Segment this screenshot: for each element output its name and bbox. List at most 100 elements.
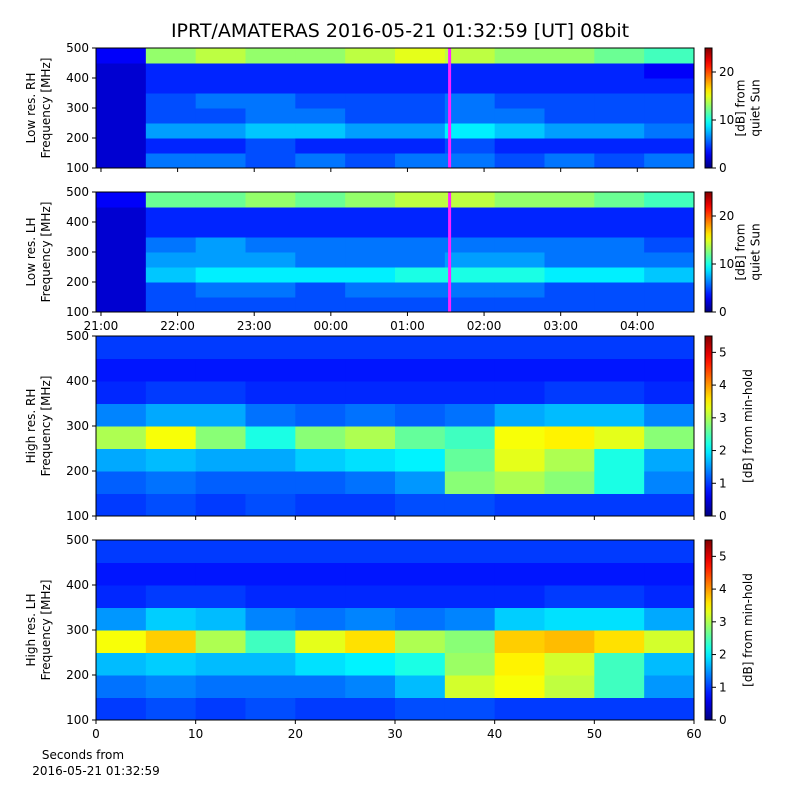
heat-cell — [345, 540, 396, 563]
heat-cell — [444, 207, 496, 223]
heat-cell — [444, 252, 496, 268]
heat-cell — [494, 123, 545, 139]
heat-cell — [544, 562, 595, 586]
colorbar-tick-label: 2 — [719, 648, 727, 662]
heat-cell — [195, 630, 246, 653]
heat-cell — [245, 675, 296, 698]
y-tick-label: 200 — [66, 131, 89, 145]
colorbar-tick-label: 1 — [719, 680, 727, 694]
heat-cell — [395, 207, 446, 223]
heat-cell — [345, 426, 396, 449]
heat-cell — [96, 562, 147, 586]
heat-cell — [245, 48, 296, 64]
heat-cell — [544, 381, 595, 404]
heat-cell — [96, 153, 147, 169]
heat-cell — [594, 381, 645, 404]
colorbar-label: quiet Sun — [749, 223, 763, 280]
heat-cell — [96, 207, 147, 223]
heat-cell — [245, 153, 296, 169]
heat-cell — [395, 426, 446, 449]
colorbar-tick-label: 3 — [719, 411, 727, 425]
heat-cell — [644, 336, 695, 359]
y-tick-label: 400 — [66, 374, 89, 388]
heat-cell — [594, 297, 645, 313]
heat-cell — [444, 381, 496, 404]
x-tick-label: 20 — [288, 727, 303, 741]
heat-cell — [245, 562, 296, 586]
heat-cell — [195, 675, 246, 698]
heat-cell — [594, 585, 645, 608]
heat-cell — [145, 448, 197, 472]
heat-cell — [644, 63, 695, 79]
heat-cell — [544, 252, 595, 268]
heat-cell — [96, 540, 147, 563]
heat-cell — [594, 697, 645, 721]
heat-cell — [145, 282, 197, 298]
colorbar — [704, 47, 713, 169]
heat-cell — [644, 426, 695, 449]
heat-cell — [544, 336, 595, 359]
heat-cell — [594, 448, 645, 472]
heat-cell — [96, 93, 147, 109]
y-axis-label: High res. RH — [24, 389, 38, 464]
heat-cell — [444, 540, 496, 563]
heat-cell — [245, 297, 296, 313]
heat-cell — [195, 540, 246, 563]
heat-cell — [594, 358, 645, 382]
heat-cell — [345, 108, 396, 124]
heat-cell — [195, 652, 246, 676]
x-tick-label: 04:00 — [620, 319, 655, 333]
heat-cell — [245, 252, 296, 268]
heat-cell — [644, 252, 695, 268]
heat-cell — [494, 607, 545, 631]
heat-cell — [195, 267, 246, 283]
heat-cell — [395, 697, 446, 721]
y-tick-label: 500 — [66, 41, 89, 55]
colorbar-tick-label: 10 — [719, 257, 734, 271]
heat-cell — [295, 540, 346, 563]
heat-cell — [544, 63, 595, 79]
heat-cell — [494, 93, 545, 109]
heat-cell — [594, 426, 645, 449]
heat-cell — [544, 358, 595, 382]
heat-cell — [245, 282, 296, 298]
heat-cell — [444, 675, 496, 698]
heat-cell — [96, 297, 147, 313]
heat-cell — [544, 448, 595, 472]
heat-cell — [245, 426, 296, 449]
heat-cell — [544, 222, 595, 238]
heat-cell — [494, 267, 545, 283]
heat-cell — [544, 403, 595, 427]
heat-cell — [195, 153, 246, 169]
heat-cell — [644, 297, 695, 313]
heat-cell — [544, 607, 595, 631]
heat-cell — [644, 222, 695, 238]
heat-cell — [295, 630, 346, 653]
heat-cell — [395, 540, 446, 563]
heat-cell — [145, 471, 197, 494]
heat-cell — [494, 426, 545, 449]
heat-cell — [245, 493, 296, 517]
heat-cell — [395, 48, 446, 64]
heat-cell — [295, 252, 346, 268]
heat-cell — [494, 297, 545, 313]
heat-cell — [195, 222, 246, 238]
heat-cell — [494, 153, 545, 169]
heat-cell — [345, 358, 396, 382]
heat-cell — [345, 403, 396, 427]
heat-cell — [644, 192, 695, 208]
x-tick-label: 0 — [92, 727, 100, 741]
heat-cell — [295, 78, 346, 94]
heat-cell — [494, 138, 545, 154]
heat-cell — [494, 48, 545, 64]
heat-cell — [345, 138, 396, 154]
colorbar-tick-label: 0 — [719, 161, 727, 175]
heat-cell — [295, 93, 346, 109]
heat-cell — [145, 630, 197, 653]
heat-cell — [644, 153, 695, 169]
heat-cell — [195, 493, 246, 517]
heat-cell — [594, 282, 645, 298]
heat-cell — [245, 471, 296, 494]
heat-cell — [295, 562, 346, 586]
